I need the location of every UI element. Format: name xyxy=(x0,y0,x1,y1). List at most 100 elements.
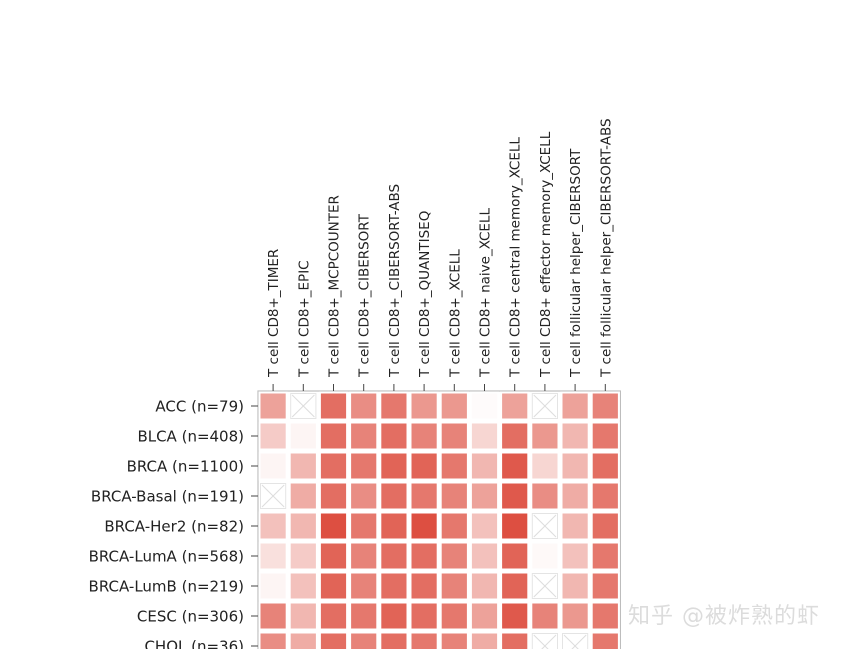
heatmap-cell xyxy=(439,421,469,451)
heatmap-cell xyxy=(560,481,590,511)
heatmap-cell xyxy=(469,571,500,601)
heatmap-cell xyxy=(409,601,439,631)
heatmap-cell xyxy=(349,421,379,451)
column-labels: T cell CD8+_TIMER T cell CD8+_EPIC T cell … xyxy=(266,118,614,391)
missing-cross-line xyxy=(533,514,557,538)
missing-cross-line xyxy=(571,634,587,649)
heatmap-cell xyxy=(409,451,439,481)
heatmap-cell xyxy=(258,631,288,649)
heatmap-cell xyxy=(560,541,590,571)
heatmap-cell xyxy=(590,571,620,601)
heatmap-cell xyxy=(469,481,500,511)
heatmap-cell xyxy=(500,481,530,511)
heatmap-cell xyxy=(500,511,530,541)
heatmap-cell xyxy=(590,511,620,541)
heatmap-cell xyxy=(590,481,620,511)
column-label: T cell CD8+_QUANTISEQ xyxy=(417,211,433,378)
column-label: T cell CD8+ naive_XCELL xyxy=(478,208,494,378)
heatmap-cell xyxy=(258,571,288,601)
heatmap-cell xyxy=(590,601,620,631)
heatmap-cell xyxy=(318,631,349,649)
heatmap-cell xyxy=(318,511,349,541)
heatmap-cell-missing xyxy=(562,633,589,649)
row-label: CHOL (n=36) xyxy=(144,638,244,649)
heatmap-cell xyxy=(500,421,530,451)
heatmap-cell xyxy=(500,391,530,421)
heatmap-cell xyxy=(500,571,530,601)
heatmap-cell xyxy=(560,391,590,421)
heatmap-cell xyxy=(500,451,530,481)
heatmap-cell xyxy=(258,421,288,451)
column-label: T cell CD8+_MCPCOUNTER xyxy=(327,195,343,378)
heatmap-cell xyxy=(469,391,500,421)
heatmap-cell xyxy=(439,601,469,631)
heatmap-cell xyxy=(288,571,318,601)
row-label: BRCA-LumA (n=568) xyxy=(89,548,244,566)
row-labels: ACC (n=79) BLCA (n=408) BRCA (n=1100) BRCA-… xyxy=(89,398,258,649)
heatmap-cell xyxy=(379,451,409,481)
heatmap-cell xyxy=(288,421,318,451)
heatmap-cell xyxy=(288,631,318,649)
heatmap-cell xyxy=(318,571,349,601)
heatmap-cell xyxy=(500,541,530,571)
heatmap-cell xyxy=(409,391,439,421)
heatmap-cell xyxy=(409,511,439,541)
heatmap-cell xyxy=(379,631,409,649)
row-label: BLCA (n=408) xyxy=(137,428,244,446)
heatmap-cell xyxy=(258,511,288,541)
heatmap-cell xyxy=(258,601,288,631)
heatmap-cell xyxy=(469,511,500,541)
heatmap-cell xyxy=(469,601,500,631)
heatmap-cell xyxy=(590,541,620,571)
heatmap-cell xyxy=(590,421,620,451)
heatmap-cell xyxy=(439,571,469,601)
heatmap-cell xyxy=(530,481,560,511)
heatmap-cell xyxy=(288,511,318,541)
heatmap-cell xyxy=(318,421,349,451)
heatmap-cell xyxy=(258,451,288,481)
heatmap-cell xyxy=(409,541,439,571)
missing-cross-line xyxy=(291,394,315,418)
heatmap-cell xyxy=(379,481,409,511)
heatmap-cell xyxy=(530,451,560,481)
heatmap-cell xyxy=(439,541,469,571)
heatmap-cell xyxy=(409,571,439,601)
heatmap-cell xyxy=(318,451,349,481)
column-label: T cell CD8+_CIBERSORT-ABS xyxy=(387,184,403,378)
heatmap-cell xyxy=(349,541,379,571)
heatmap-cell xyxy=(349,631,379,649)
heatmap-cell xyxy=(379,421,409,451)
heatmap-cell xyxy=(349,481,379,511)
row-label: ACC (n=79) xyxy=(155,398,244,416)
heatmap-cell xyxy=(379,601,409,631)
heatmap-cell xyxy=(439,481,469,511)
heatmap-cell xyxy=(530,541,560,571)
heatmap-cell xyxy=(560,571,590,601)
heatmap-cell xyxy=(288,541,318,571)
watermark-text: 知乎 @被炸熟的虾 xyxy=(628,604,820,629)
column-label: T cell CD8+ central memory_XCELL xyxy=(508,137,524,378)
heatmap-cell xyxy=(590,391,620,421)
heatmap-cell xyxy=(500,631,530,649)
column-label: T cell CD8+_XCELL xyxy=(447,249,463,378)
heatmap-cell xyxy=(349,571,379,601)
column-label: T cell follicular helper_CIBERSORT-ABS xyxy=(598,118,614,378)
heatmap-cell xyxy=(500,601,530,631)
heatmap-cell xyxy=(439,631,469,649)
heatmap-cell xyxy=(590,631,620,649)
heatmap-cell xyxy=(349,601,379,631)
heatmap-cell xyxy=(469,451,500,481)
heatmap-cells xyxy=(258,391,620,649)
heatmap-cell xyxy=(318,391,349,421)
heatmap-cell xyxy=(560,601,590,631)
heatmap-cell xyxy=(288,601,318,631)
heatmap-cell xyxy=(590,451,620,481)
heatmap-cell xyxy=(560,511,590,541)
heatmap-cell xyxy=(409,631,439,649)
heatmap-cell xyxy=(379,511,409,541)
heatmap-cell xyxy=(258,391,288,421)
missing-cross-line xyxy=(261,484,285,508)
row-label: BRCA-LumB (n=219) xyxy=(89,578,244,596)
heatmap-cell xyxy=(349,511,379,541)
